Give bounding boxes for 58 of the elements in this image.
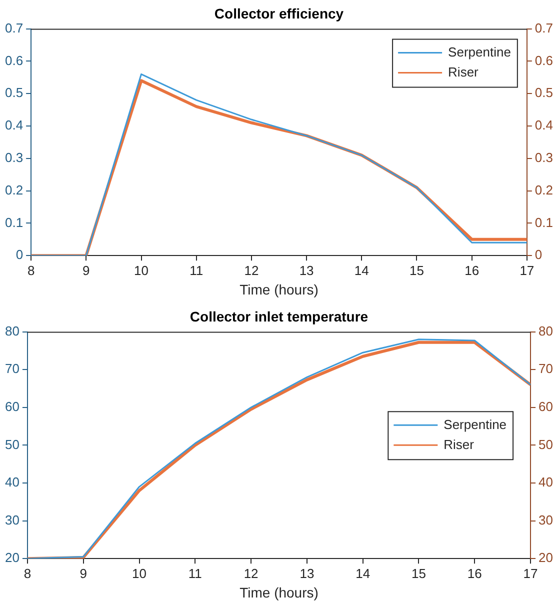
y-tick-label: 0.5 — [4, 85, 24, 100]
y-tick-label: 80 — [4, 323, 20, 338]
x-tick-label: 15 — [410, 262, 424, 278]
y2-tick-label: 0.1 — [534, 214, 554, 230]
y2-tick-label: 50 — [538, 436, 554, 452]
x-tick-label: 12 — [244, 566, 258, 581]
y-tick-label: 0 — [16, 247, 24, 262]
y2-tick-label: 20 — [538, 550, 554, 566]
y2-tick-label: 30 — [538, 512, 554, 528]
x-tick-label: 17 — [520, 262, 534, 278]
y2-tick-label: 0.5 — [534, 85, 554, 100]
y-tick-label: 30 — [4, 512, 20, 528]
y2-tick-label: 0.4 — [534, 118, 554, 133]
x-tick-label: 17 — [523, 566, 538, 581]
y-tick-label: 0.1 — [4, 214, 24, 230]
x-tick-label: 9 — [80, 566, 87, 581]
y-tick-label: 50 — [4, 436, 20, 452]
x-axis-title: Time (hours) — [240, 584, 318, 600]
y-tick-label: 0.7 — [4, 20, 24, 36]
x-tick-label: 11 — [190, 262, 204, 278]
y2-tick-label: 70 — [538, 361, 554, 376]
x-tick-label: 8 — [24, 566, 32, 581]
x-tick-label: 8 — [27, 262, 35, 278]
x-tick-label: 12 — [244, 262, 259, 278]
y-tick-label: 0.2 — [4, 182, 24, 198]
x-tick-label: 9 — [82, 262, 90, 278]
y-tick-label: 70 — [4, 361, 20, 376]
y-tick-label: 0.4 — [4, 118, 24, 133]
x-tick-label: 14 — [354, 262, 369, 278]
y-tick-label: 0.3 — [4, 150, 24, 165]
y2-tick-label: 80 — [538, 323, 554, 338]
x-tick-label: 16 — [467, 566, 482, 581]
x-tick-label: 16 — [464, 262, 480, 278]
y2-tick-label: 0.6 — [534, 52, 554, 68]
y2-tick-label: 40 — [538, 474, 554, 490]
x-tick-label: 10 — [132, 566, 146, 581]
legend-label: Serpentine — [448, 44, 511, 60]
x-tick-label: 13 — [299, 262, 314, 278]
y-tick-label: 0.6 — [4, 52, 24, 68]
y-tick-label: 20 — [4, 550, 20, 566]
x-tick-label: 15 — [412, 566, 426, 581]
x-tick-label: 10 — [134, 262, 148, 278]
x-tick-label: 13 — [300, 566, 314, 581]
x-tick-label: 11 — [188, 566, 202, 581]
legend-label: Serpentine — [444, 416, 507, 432]
y2-tick-label: 0.7 — [534, 20, 554, 36]
y-tick-label: 40 — [4, 474, 20, 490]
y2-tick-label: 0.3 — [534, 150, 554, 165]
x-axis-title: Time (hours) — [240, 281, 318, 298]
chart-title: Collector efficiency — [214, 5, 344, 22]
y2-tick-label: 0 — [534, 247, 542, 262]
legend-label: Riser — [448, 64, 480, 80]
legend-label: Riser — [444, 436, 475, 452]
chart-title: Collector inlet temperature — [190, 308, 368, 324]
y2-tick-label: 60 — [538, 398, 554, 414]
y2-tick-label: 0.2 — [534, 182, 554, 198]
y-tick-label: 60 — [4, 398, 20, 414]
x-tick-label: 14 — [356, 566, 370, 581]
